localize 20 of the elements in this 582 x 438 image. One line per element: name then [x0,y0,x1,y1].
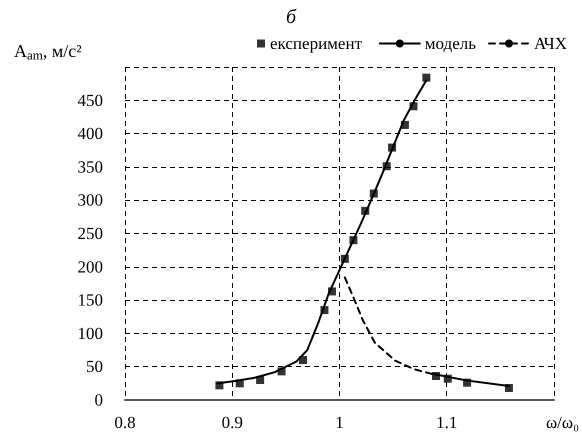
y-tick-label: 200 [78,257,103,276]
y-tick-label: 400 [78,124,103,144]
legend-label: модель [424,34,476,53]
y-tick-label: 250 [78,224,103,243]
y-tick-label: 450 [78,90,103,110]
x-tick-label: 0.8 [114,413,136,432]
y-tick-label: 150 [78,290,103,310]
x-tick-label: 1 [335,413,344,432]
legend-label: АЧХ [534,34,568,53]
y-tick-label: 0 [94,390,103,410]
chart-title: б [286,6,297,28]
x-axis-title: ω/ω₀ [546,413,580,432]
y-tick-label: 50 [86,357,103,376]
point [422,74,430,82]
x-tick-label: 1.1 [436,413,458,432]
y-tick-label: 100 [78,324,103,343]
x-tick-label: 0.9 [222,413,243,432]
legend-label: експеримент [270,34,363,53]
y-tick-label: 350 [78,157,103,176]
y-tick-label: 300 [78,190,103,210]
